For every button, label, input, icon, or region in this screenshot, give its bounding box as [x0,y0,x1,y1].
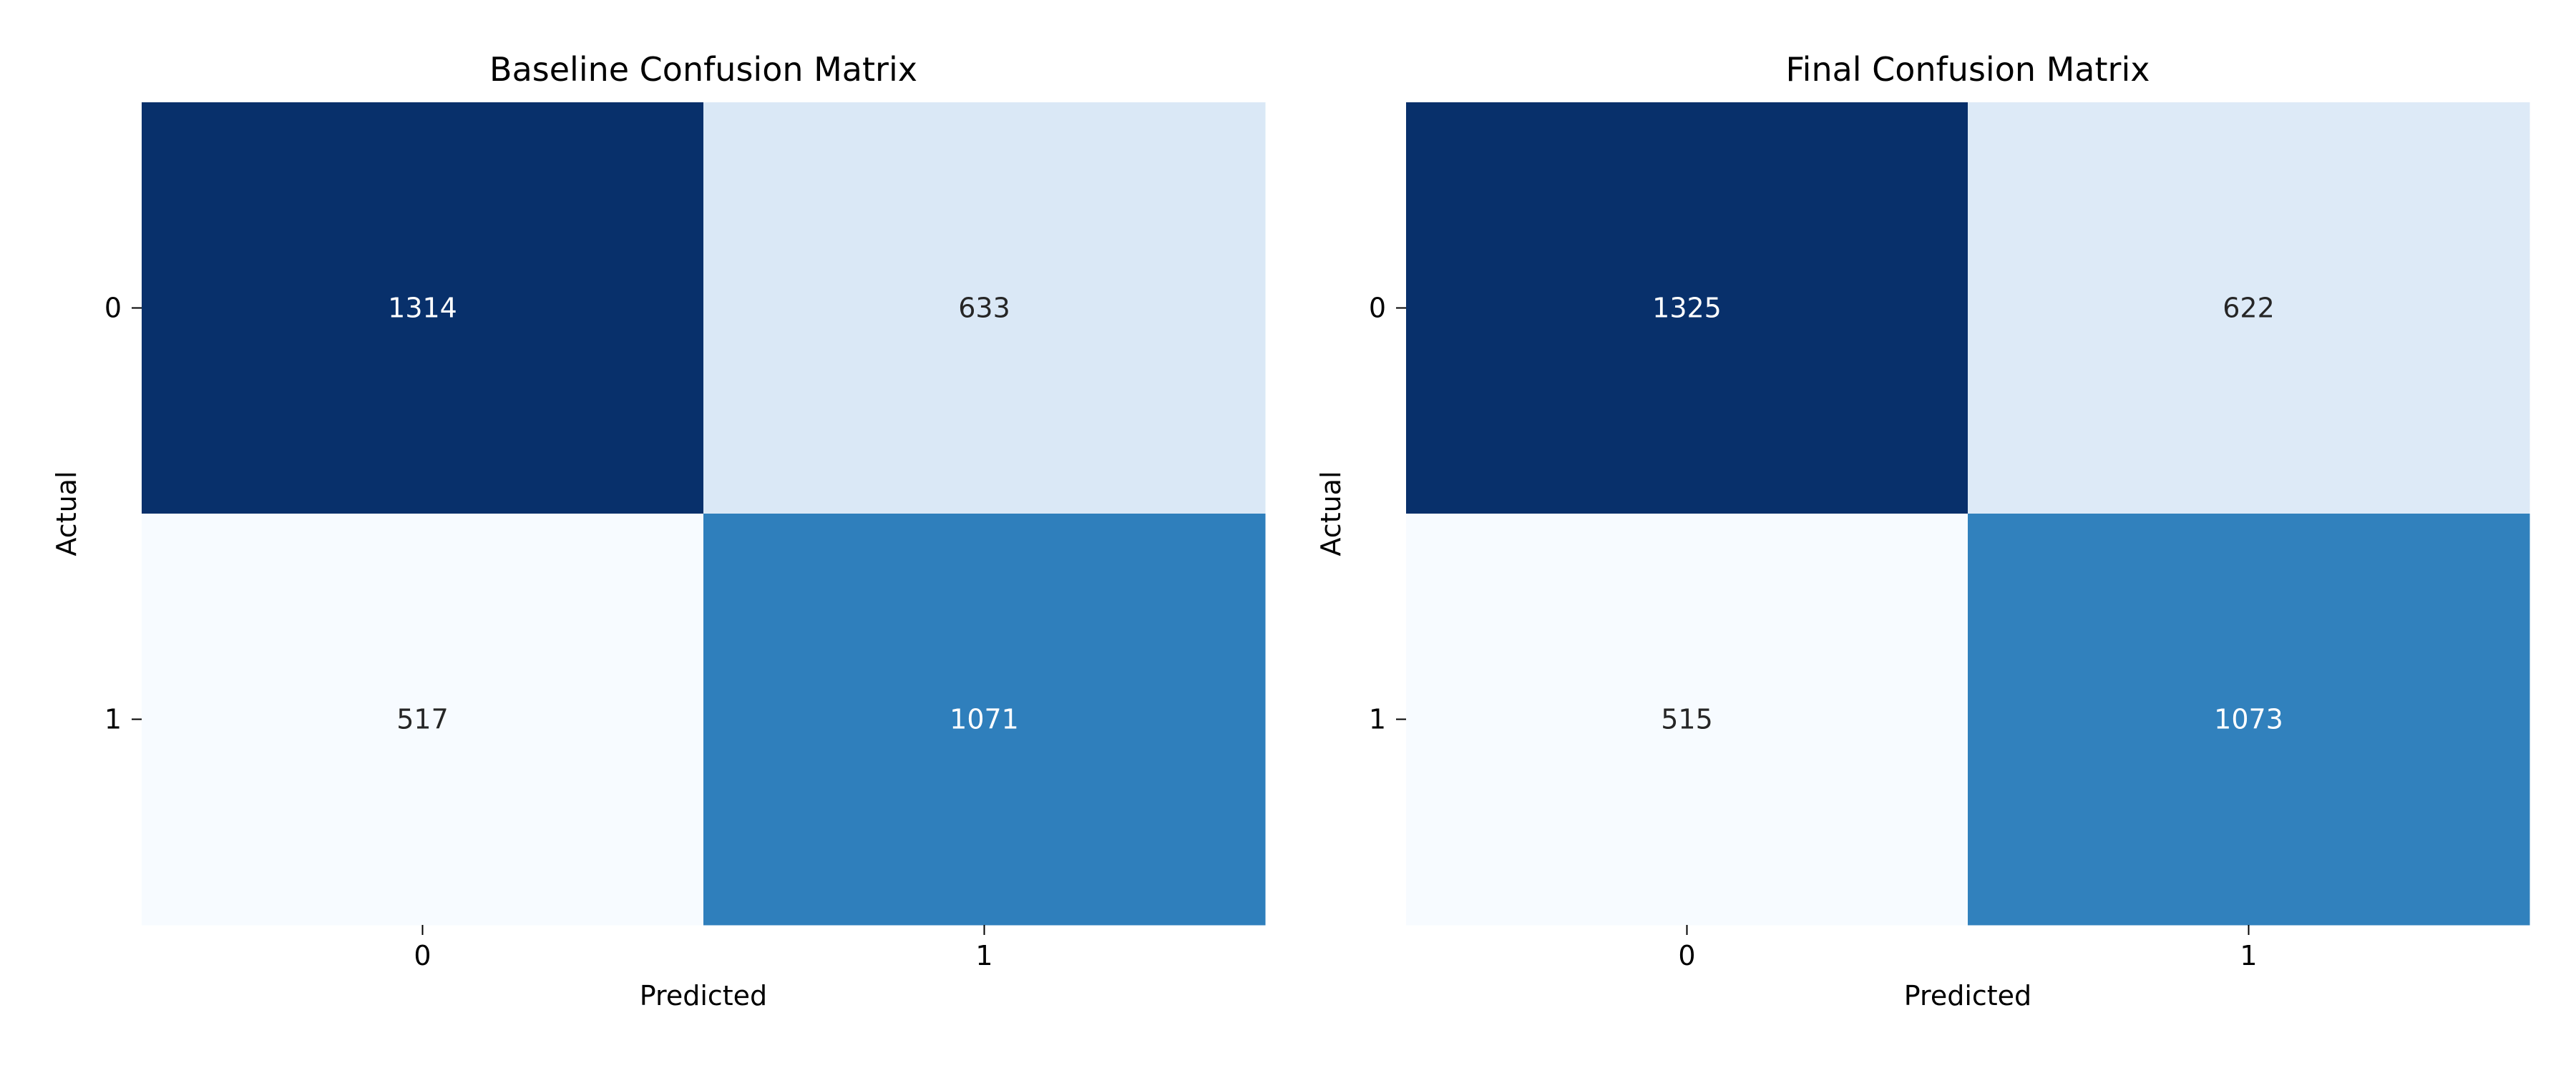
x-tick-label: 0 [414,940,431,971]
heatmap-cell-1-0 [142,514,704,926]
heatmap-cell-0-1 [1968,102,2530,514]
x-tick-label: 1 [975,940,992,971]
y-tick-label: 1 [1369,704,1386,735]
cell-value-label-1-0: 515 [1661,704,1713,735]
x-axis-label: Predicted [640,980,767,1011]
cell-value-label-1-1: 1073 [2214,704,2283,735]
heatmap-cell-1-1 [1968,514,2530,926]
cell-value-label-1-0: 517 [396,704,449,735]
cell-value-label-1-1: 1071 [950,704,1019,735]
heatmap-cell-1-1 [703,514,1266,926]
baseline-chart-title: Baseline Confusion Matrix [489,50,917,89]
y-axis-label: Actual [51,471,82,556]
final-chart-title: Final Confusion Matrix [1786,50,2150,89]
heatmap-cell-0-0 [142,102,704,514]
y-tick-label: 0 [104,293,122,324]
x-axis-label: Predicted [1904,980,2031,1011]
cell-value-label-0-1: 622 [2223,293,2275,324]
baseline-confusion-matrix-panel: Baseline Confusion Matrix 1314 633 517 1071 0… [51,50,1266,1011]
heatmap-cell-0-0 [1406,102,1968,514]
cell-value-label-0-0: 1325 [1652,293,1722,324]
x-tick-label: 1 [2240,940,2257,971]
cell-value-label-0-1: 633 [958,293,1010,324]
cell-value-label-0-0: 1314 [388,293,457,324]
y-tick-label: 1 [104,704,122,735]
final-confusion-matrix-panel: Final Confusion Matrix 1325 622 515 1073 0 1 0 1… [1315,50,2530,1011]
y-tick-label: 0 [1369,293,1386,324]
x-tick-label: 0 [1678,940,1695,971]
y-axis-label: Actual [1315,471,1347,556]
heatmap-cell-0-1 [703,102,1266,514]
heatmap-cell-1-0 [1406,514,1968,926]
